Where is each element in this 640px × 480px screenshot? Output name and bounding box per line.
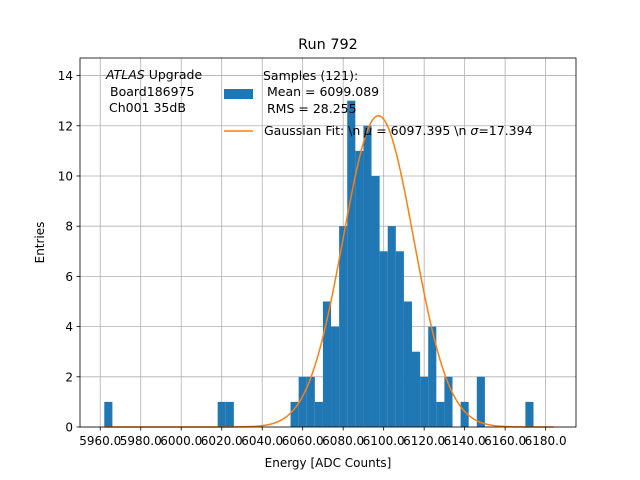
- atlas-annotation: ATLAS Upgrade Board186975 Ch001 35dB: [105, 67, 202, 115]
- histogram-bars: [104, 100, 534, 428]
- x-tick-label: 6060.0: [282, 434, 324, 448]
- legend-histogram-label-2: Mean = 6099.089: [267, 84, 379, 99]
- histogram-bar: [339, 226, 348, 427]
- y-tick-label: 0: [65, 421, 73, 435]
- x-tick-label: 6140.0: [444, 434, 486, 448]
- legend-fit-mid: = 6097.395 \n: [372, 123, 470, 138]
- legend-fit-prefix: Gaussian Fit: \n: [264, 123, 364, 138]
- histogram-bar: [331, 326, 340, 427]
- y-tick-label: 6: [65, 270, 73, 284]
- y-tick-label: 2: [65, 370, 73, 384]
- legend-fit-suffix: =17.394: [478, 123, 532, 138]
- histogram-bar: [355, 150, 364, 427]
- histogram-bar: [387, 226, 396, 427]
- histogram-bar: [314, 401, 323, 427]
- y-axis-label: Entries: [33, 222, 47, 264]
- annotation-line-1: ATLAS Upgrade: [105, 67, 202, 82]
- histogram-bar: [436, 401, 445, 427]
- histogram-bar: [379, 251, 388, 427]
- annotation-channel: Ch001 35dB: [109, 100, 186, 115]
- y-axis-ticks: 0 2 4 6 8 10 12 14: [58, 69, 80, 435]
- histogram-bar: [347, 100, 356, 428]
- y-tick-label: 8: [65, 220, 73, 234]
- histogram-bar: [104, 401, 113, 427]
- plot-frame: [79, 57, 577, 428]
- histogram-bar: [306, 376, 315, 427]
- histogram-bar: [525, 401, 534, 427]
- histogram-bar: [371, 175, 380, 427]
- histogram-bar: [403, 301, 413, 427]
- x-tick-label: 6040.0: [241, 434, 283, 448]
- annotation-atlas: ATLAS: [105, 67, 145, 82]
- y-tick-label: 12: [58, 119, 73, 133]
- x-tick-label: 6100.0: [363, 434, 405, 448]
- annotation-board: Board186975: [110, 84, 194, 99]
- legend-fit-sigma: σ: [470, 123, 479, 138]
- chart-title: Run 792: [298, 37, 358, 53]
- histogram-bar: [225, 401, 234, 427]
- annotation-upgrade: Upgrade: [145, 67, 203, 82]
- histogram-bar: [420, 376, 429, 427]
- histogram-bar: [363, 125, 372, 427]
- legend-fit-mu: μ: [363, 123, 372, 138]
- histogram-bar: [476, 376, 485, 427]
- x-axis-label: Energy [ADC Counts]: [265, 456, 392, 470]
- histogram-bar: [395, 251, 404, 427]
- y-tick-label: 14: [58, 69, 73, 83]
- legend: Samples (121): Mean = 6099.089 RMS = 28.…: [224, 68, 533, 138]
- histogram-bar: [298, 376, 307, 427]
- x-tick-label: 5960.0: [79, 434, 121, 448]
- legend-fit-label: Gaussian Fit: \n μ = 6097.395 \n σ=17.39…: [264, 123, 533, 138]
- histogram-bar: [217, 401, 226, 427]
- x-tick-label: 6000.0: [160, 434, 202, 448]
- x-tick-label: 6160.0: [484, 434, 526, 448]
- y-tick-label: 4: [65, 320, 73, 334]
- legend-histogram-label-3: RMS = 28.255: [267, 101, 357, 116]
- y-tick-label: 10: [58, 169, 73, 183]
- histogram-bar: [460, 401, 469, 427]
- x-tick-label: 6020.0: [201, 434, 243, 448]
- x-tick-label: 6180.0: [525, 434, 567, 448]
- x-tick-label: 6080.0: [322, 434, 364, 448]
- histogram-bar: [322, 301, 332, 427]
- legend-histogram-label-1: Samples (121):: [263, 68, 358, 83]
- histogram-bar: [428, 326, 437, 427]
- histogram-bar: [444, 376, 453, 427]
- histogram-bar: [290, 401, 299, 427]
- x-tick-label: 5980.0: [120, 434, 162, 448]
- legend-histogram-swatch: [224, 89, 253, 99]
- histogram-bar: [412, 351, 421, 427]
- x-tick-label: 6120.0: [403, 434, 445, 448]
- x-axis-ticks: 5960.05980.06000.06020.06040.06060.06080…: [79, 427, 567, 448]
